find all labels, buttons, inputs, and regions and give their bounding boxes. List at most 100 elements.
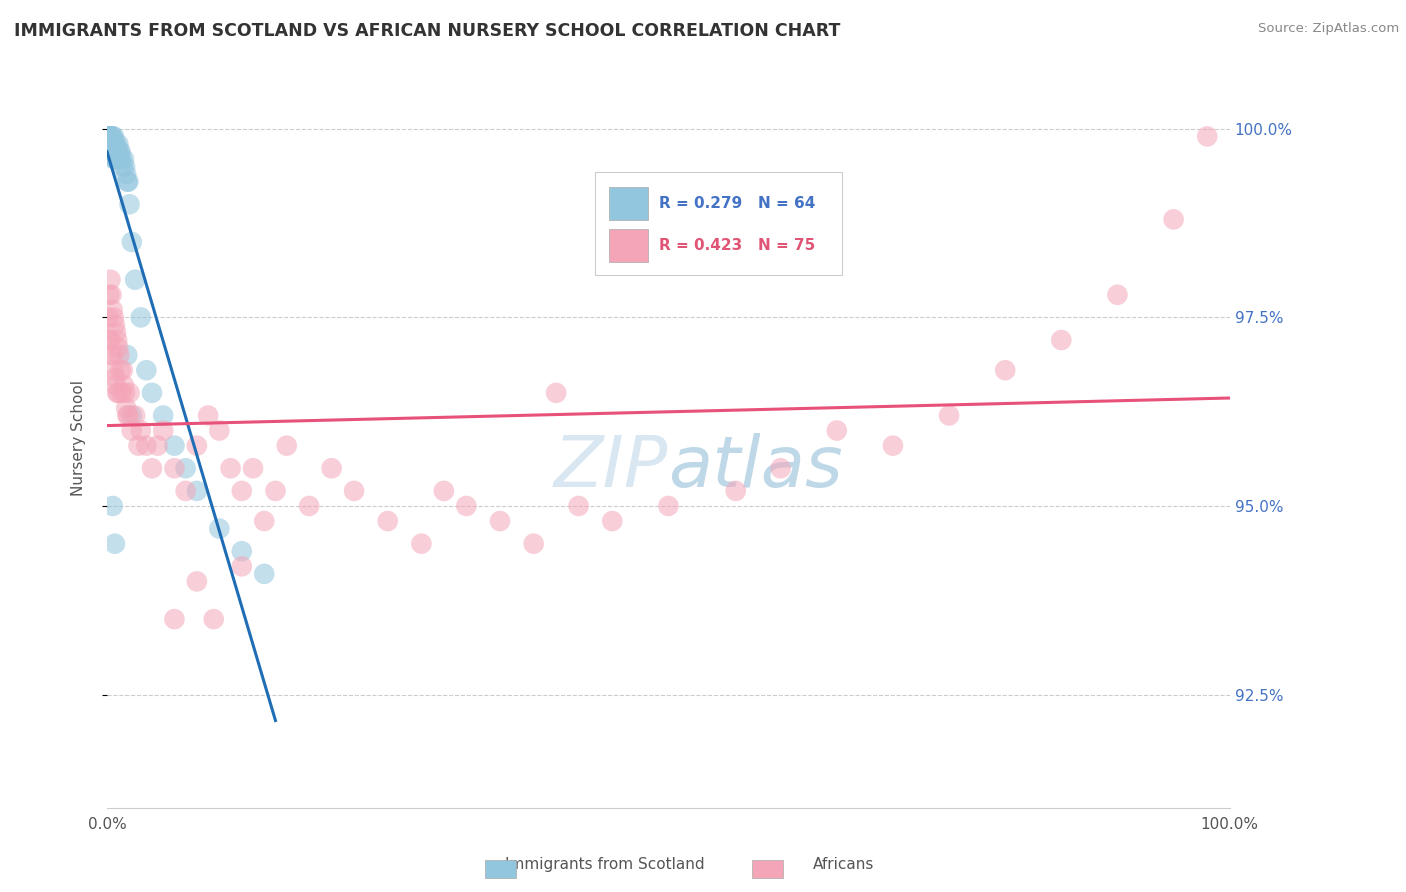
Point: [1163, 212, 1185, 227]
Point: [117, 175, 139, 189]
Point: [118, 197, 141, 211]
Text: atlas: atlas: [668, 434, 844, 502]
Text: IMMIGRANTS FROM SCOTLAND VS AFRICAN NURSERY SCHOOL CORRELATION CHART: IMMIGRANTS FROM SCOTLAND VS AFRICAN NURS…: [14, 22, 841, 40]
Point: [769, 461, 792, 475]
Point: [107, 341, 129, 355]
Point: [104, 145, 127, 159]
Point: [115, 401, 138, 415]
Point: [264, 483, 287, 498]
Point: [112, 152, 135, 166]
FancyBboxPatch shape: [609, 186, 648, 220]
Point: [104, 318, 127, 332]
Point: [377, 514, 399, 528]
Point: [97, 129, 120, 144]
Point: [105, 136, 128, 151]
Point: [546, 385, 568, 400]
Point: [135, 363, 157, 377]
Point: [104, 152, 127, 166]
Point: [186, 483, 208, 498]
Point: [110, 363, 132, 377]
Point: [107, 385, 129, 400]
Point: [141, 385, 163, 400]
Point: [121, 409, 143, 423]
Point: [105, 385, 128, 400]
Point: [100, 273, 122, 287]
Point: [103, 152, 125, 166]
Point: [321, 461, 343, 475]
Point: [523, 537, 546, 551]
Point: [100, 333, 122, 347]
Point: [97, 310, 120, 325]
Point: [105, 326, 128, 340]
Point: [114, 160, 136, 174]
Text: Africans: Africans: [813, 857, 875, 872]
Point: [100, 348, 122, 362]
FancyBboxPatch shape: [609, 229, 648, 262]
Text: Source: ZipAtlas.com: Source: ZipAtlas.com: [1258, 22, 1399, 36]
Point: [100, 145, 122, 159]
Point: [117, 409, 139, 423]
Point: [104, 537, 127, 551]
Point: [101, 129, 124, 144]
Point: [97, 136, 120, 151]
Point: [100, 129, 122, 144]
Point: [101, 145, 124, 159]
Point: [568, 499, 591, 513]
Point: [100, 145, 122, 159]
Point: [146, 439, 169, 453]
Point: [107, 152, 129, 166]
Point: [117, 175, 139, 189]
Point: [186, 574, 208, 589]
Y-axis label: Nursery School: Nursery School: [72, 380, 86, 496]
Point: [938, 409, 960, 423]
Point: [411, 537, 433, 551]
Point: [97, 129, 120, 144]
Point: [107, 145, 129, 159]
Point: [1107, 287, 1129, 301]
Point: [98, 333, 121, 347]
Point: [276, 439, 298, 453]
Point: [105, 152, 128, 166]
Point: [105, 145, 128, 159]
Point: [100, 136, 122, 151]
Text: R = 0.279   N = 64: R = 0.279 N = 64: [659, 195, 815, 211]
Point: [98, 136, 121, 151]
Point: [115, 167, 138, 181]
Point: [105, 152, 128, 166]
Point: [121, 424, 143, 438]
Point: [163, 612, 186, 626]
Point: [433, 483, 456, 498]
Point: [121, 235, 143, 249]
Point: [104, 370, 127, 384]
Point: [105, 145, 128, 159]
Point: [186, 439, 208, 453]
Point: [1197, 129, 1219, 144]
Point: [253, 514, 276, 528]
Point: [129, 310, 152, 325]
Point: [98, 129, 121, 144]
Point: [174, 483, 197, 498]
Point: [208, 424, 231, 438]
Text: Immigrants from Scotland: Immigrants from Scotland: [505, 857, 704, 872]
Point: [111, 152, 134, 166]
Point: [103, 145, 125, 159]
Point: [117, 348, 139, 362]
Point: [98, 129, 121, 144]
Point: [456, 499, 478, 513]
Point: [104, 136, 127, 151]
Point: [108, 152, 131, 166]
Point: [489, 514, 512, 528]
Point: [298, 499, 321, 513]
Point: [117, 409, 139, 423]
Point: [124, 273, 146, 287]
Point: [882, 439, 904, 453]
Point: [98, 287, 121, 301]
Point: [100, 145, 122, 159]
Point: [202, 612, 225, 626]
Point: [108, 145, 131, 159]
Point: [98, 145, 121, 159]
Point: [343, 483, 366, 498]
Point: [152, 424, 174, 438]
Point: [994, 363, 1017, 377]
Point: [105, 333, 128, 347]
